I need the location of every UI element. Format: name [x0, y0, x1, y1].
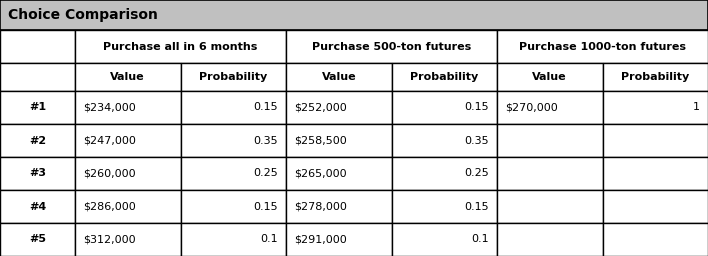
Bar [603, 124, 708, 157]
Bar [181, 124, 286, 157]
Bar [286, 63, 392, 91]
Bar [286, 223, 392, 256]
Bar [0, 124, 75, 157]
Text: 0.35: 0.35 [464, 135, 489, 145]
Bar [392, 63, 497, 91]
Bar [497, 223, 603, 256]
Bar [603, 157, 708, 190]
Bar [286, 190, 392, 223]
Text: Probability: Probability [621, 72, 690, 82]
Bar [0, 157, 75, 190]
Bar [603, 63, 708, 91]
Text: 0.15: 0.15 [464, 201, 489, 211]
Text: $247,000: $247,000 [83, 135, 136, 145]
Bar [0, 0, 708, 30]
Bar [392, 124, 497, 157]
Bar [392, 91, 497, 124]
Bar [286, 91, 392, 124]
Bar [181, 91, 286, 124]
Text: $258,500: $258,500 [294, 135, 347, 145]
Bar [181, 223, 286, 256]
Text: Value: Value [321, 72, 356, 82]
Bar [603, 190, 708, 223]
Text: 0.25: 0.25 [464, 168, 489, 178]
Bar [497, 30, 708, 63]
Bar [0, 190, 75, 223]
Bar [497, 91, 603, 124]
Text: $291,000: $291,000 [294, 234, 347, 244]
Bar [286, 124, 392, 157]
Text: Purchase all in 6 months: Purchase all in 6 months [103, 41, 258, 51]
Bar [286, 30, 497, 63]
Text: #1: #1 [29, 102, 46, 112]
Bar [603, 91, 708, 124]
Bar [0, 223, 75, 256]
Text: Purchase 500-ton futures: Purchase 500-ton futures [312, 41, 471, 51]
Bar [181, 190, 286, 223]
Text: Probability: Probability [199, 72, 268, 82]
Text: 0.25: 0.25 [253, 168, 278, 178]
Bar [286, 157, 392, 190]
Text: $312,000: $312,000 [83, 234, 136, 244]
Bar [0, 91, 75, 124]
Text: $234,000: $234,000 [83, 102, 136, 112]
Text: #2: #2 [29, 135, 46, 145]
Text: 0.1: 0.1 [472, 234, 489, 244]
Text: 0.15: 0.15 [253, 201, 278, 211]
Text: #3: #3 [29, 168, 46, 178]
Text: $278,000: $278,000 [294, 201, 347, 211]
Bar [392, 157, 497, 190]
Text: $252,000: $252,000 [294, 102, 347, 112]
Text: Value: Value [532, 72, 567, 82]
Bar [75, 157, 181, 190]
Text: $260,000: $260,000 [83, 168, 136, 178]
Bar [497, 190, 603, 223]
Bar [181, 63, 286, 91]
Bar [497, 157, 603, 190]
Bar [0, 63, 75, 91]
Text: #4: #4 [29, 201, 46, 211]
Bar [392, 190, 497, 223]
Bar [181, 157, 286, 190]
Bar [75, 63, 181, 91]
Text: $270,000: $270,000 [505, 102, 558, 112]
Text: 0.35: 0.35 [253, 135, 278, 145]
Text: $286,000: $286,000 [83, 201, 136, 211]
Text: 1: 1 [693, 102, 700, 112]
Bar [75, 91, 181, 124]
Bar [497, 63, 603, 91]
Bar [75, 190, 181, 223]
Text: #5: #5 [29, 234, 46, 244]
Text: Probability: Probability [410, 72, 479, 82]
Text: Value: Value [110, 72, 145, 82]
Bar [603, 223, 708, 256]
Bar [75, 30, 286, 63]
Text: 0.15: 0.15 [464, 102, 489, 112]
Bar [497, 124, 603, 157]
Text: Purchase 1000-ton futures: Purchase 1000-ton futures [519, 41, 686, 51]
Text: 0.1: 0.1 [261, 234, 278, 244]
Bar [0, 30, 75, 63]
Text: 0.15: 0.15 [253, 102, 278, 112]
Text: $265,000: $265,000 [294, 168, 347, 178]
Bar [392, 223, 497, 256]
Text: Choice Comparison: Choice Comparison [8, 8, 158, 22]
Bar [75, 124, 181, 157]
Bar [75, 223, 181, 256]
